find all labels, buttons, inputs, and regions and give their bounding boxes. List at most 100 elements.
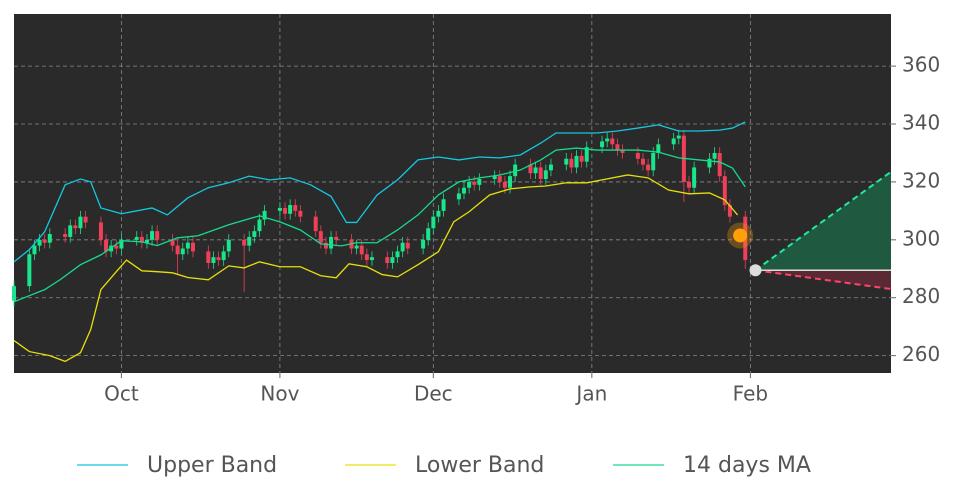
candle-body bbox=[426, 228, 431, 240]
candle-body bbox=[390, 257, 395, 263]
candle-body bbox=[727, 205, 732, 217]
candle-body bbox=[283, 207, 288, 214]
candle-body bbox=[257, 219, 262, 232]
candle-body bbox=[579, 155, 584, 162]
x-tick-label: Feb bbox=[733, 382, 768, 406]
candle-body bbox=[405, 242, 410, 249]
candle-body bbox=[717, 152, 722, 177]
signal-marker bbox=[733, 228, 748, 243]
candle-body bbox=[400, 242, 405, 252]
y-tick-label: 300 bbox=[902, 226, 940, 250]
candle-body bbox=[569, 158, 574, 168]
candle-body bbox=[68, 225, 73, 237]
x-tick-label: Oct bbox=[104, 382, 139, 406]
candle-body bbox=[687, 181, 692, 188]
band-line bbox=[13, 174, 739, 363]
candle-body bbox=[615, 144, 620, 151]
candle-body bbox=[395, 251, 400, 258]
candle-body bbox=[354, 245, 359, 249]
candle-body bbox=[323, 242, 328, 249]
y-tick-label: 280 bbox=[902, 284, 940, 308]
candle-body bbox=[656, 144, 661, 153]
candle-body bbox=[262, 210, 267, 220]
candle-body bbox=[150, 231, 155, 240]
candle-body bbox=[226, 239, 231, 252]
candle-body bbox=[635, 152, 640, 159]
candle-body bbox=[640, 158, 645, 165]
candle-body bbox=[63, 234, 68, 237]
candle-body bbox=[497, 176, 502, 182]
candle-body bbox=[574, 155, 579, 168]
candle-body bbox=[364, 254, 369, 261]
band-line bbox=[13, 147, 746, 303]
candle-body bbox=[47, 234, 52, 243]
candle-body bbox=[671, 138, 676, 145]
candle-body bbox=[722, 176, 727, 206]
candle-body bbox=[492, 176, 497, 180]
legend-label: 14 days MA bbox=[683, 453, 811, 478]
candle-body bbox=[436, 210, 441, 217]
candle-body bbox=[385, 257, 390, 263]
candle-body bbox=[155, 231, 160, 240]
candle-body bbox=[293, 205, 298, 211]
y-tick-label: 320 bbox=[902, 168, 940, 192]
plot-area bbox=[14, 14, 891, 373]
x-tick-label: Nov bbox=[260, 382, 299, 406]
candle-body bbox=[610, 138, 615, 145]
candle-body bbox=[467, 181, 472, 188]
forecast-upper-line bbox=[754, 170, 892, 272]
forecast-lower-line bbox=[755, 269, 892, 291]
candle-body bbox=[334, 236, 339, 240]
candle-body bbox=[37, 239, 42, 246]
candle-body bbox=[646, 164, 651, 171]
candle-body bbox=[462, 187, 467, 194]
candle-body bbox=[221, 251, 226, 261]
candle-body bbox=[288, 205, 293, 214]
candle-body bbox=[502, 181, 507, 188]
candle-body bbox=[211, 257, 216, 263]
candle-body bbox=[180, 248, 185, 255]
candle-body bbox=[27, 254, 32, 287]
candle-body bbox=[134, 236, 139, 240]
candle-body bbox=[477, 179, 482, 185]
candle-body bbox=[73, 225, 78, 229]
candle-body bbox=[318, 231, 323, 243]
y-tick-label: 360 bbox=[902, 53, 940, 77]
candle-body bbox=[548, 164, 553, 171]
candle-body bbox=[119, 239, 124, 249]
candle-body bbox=[175, 245, 180, 255]
candle-body bbox=[170, 239, 175, 246]
candle-body bbox=[584, 147, 589, 162]
candle-body bbox=[144, 239, 149, 243]
candle-body bbox=[513, 164, 518, 177]
candle-body bbox=[472, 181, 477, 185]
candle-body bbox=[533, 167, 538, 174]
legend-label: Upper Band bbox=[147, 453, 277, 478]
candle-body bbox=[359, 245, 364, 255]
candle-body bbox=[676, 135, 681, 139]
band-line bbox=[13, 121, 746, 263]
candle-body bbox=[564, 158, 569, 165]
candle-body bbox=[242, 239, 247, 246]
candle-body bbox=[620, 150, 625, 153]
candle-body bbox=[206, 251, 211, 263]
candle-body bbox=[114, 245, 119, 249]
candle-body bbox=[78, 216, 83, 229]
candle-body bbox=[12, 286, 16, 301]
candle-body bbox=[83, 216, 88, 223]
candle-body bbox=[543, 170, 548, 180]
candle-body bbox=[277, 207, 282, 211]
candle-body bbox=[712, 152, 717, 159]
candle-body bbox=[185, 242, 190, 249]
candle-body bbox=[216, 257, 221, 261]
candle-body bbox=[692, 167, 697, 188]
candle-body bbox=[431, 216, 436, 229]
candle-body bbox=[298, 210, 303, 217]
candle-body bbox=[313, 216, 318, 232]
candle-body bbox=[104, 239, 109, 252]
candle-body bbox=[707, 158, 712, 168]
x-tick-label: Dec bbox=[414, 382, 453, 406]
candle-body bbox=[508, 176, 513, 188]
candle-body bbox=[538, 167, 543, 180]
